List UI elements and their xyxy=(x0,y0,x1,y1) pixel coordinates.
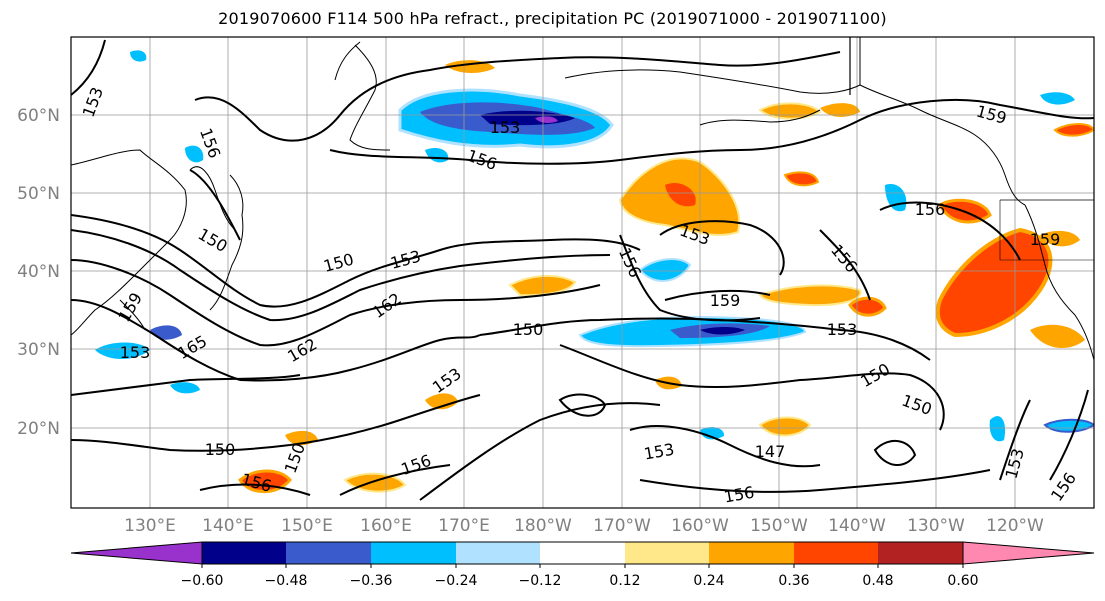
colorbar-segment xyxy=(286,542,371,564)
lat-label: 30°N xyxy=(17,340,60,360)
colorbar-segment xyxy=(625,542,709,564)
colorbar-segment xyxy=(878,542,963,564)
colorbar-tick-label: 0.36 xyxy=(778,573,809,589)
longitude-labels: 130°E 140°E 150°E 160°E 170°E 180°W 170°… xyxy=(124,516,1044,536)
contour-label: 153 xyxy=(490,118,521,137)
lon-label: 130°E xyxy=(124,516,176,536)
lon-label: 160°E xyxy=(360,516,412,536)
colorbar-frame xyxy=(201,541,964,565)
contour-label: 150 xyxy=(205,440,236,459)
colorbar-segment xyxy=(202,542,286,564)
colorbar-tick-label: −0.60 xyxy=(181,573,224,589)
colorbar-segment xyxy=(794,542,878,564)
lat-label: 60°N xyxy=(17,106,60,126)
lon-label: 140°W xyxy=(828,516,886,536)
lon-label: 130°W xyxy=(907,516,965,536)
colorbar-segment xyxy=(456,542,540,564)
colorbar-tick-label: 0.24 xyxy=(693,573,724,589)
contour-label: 159 xyxy=(1030,230,1061,249)
contour-label: 150 xyxy=(513,320,544,339)
lon-label: 120°W xyxy=(986,516,1044,536)
figure-title: 2019070600 F114 500 hPa refract., precip… xyxy=(218,9,887,28)
colorbar-segment xyxy=(709,542,794,564)
lat-label: 40°N xyxy=(17,262,60,282)
lon-label: 150°E xyxy=(281,516,333,536)
contour-label: 156 xyxy=(915,200,946,219)
contour-label: 153 xyxy=(120,343,151,362)
contour-label: 147 xyxy=(755,442,786,461)
colorbar-segment xyxy=(540,542,625,564)
contour-label: 159 xyxy=(710,291,741,310)
colorbar-segment xyxy=(371,542,456,564)
colorbar-tick-label: 0.48 xyxy=(862,573,893,589)
lat-label: 50°N xyxy=(17,184,60,204)
lon-label: 170°E xyxy=(438,516,490,536)
colorbar: −0.60 −0.48 −0.36 −0.24 −0.12 0.12 0.24 … xyxy=(70,541,1095,589)
colorbar-tick-label: 0.12 xyxy=(609,573,640,589)
lon-label: 180°W xyxy=(514,516,572,536)
map-frame xyxy=(70,36,1095,509)
colorbar-extend-high xyxy=(962,541,1095,565)
contour-label: 153 xyxy=(827,320,858,339)
colorbar-tick-label: −0.36 xyxy=(350,573,393,589)
lon-label: 170°W xyxy=(593,516,651,536)
colorbar-tick-label: −0.24 xyxy=(435,573,478,589)
lon-label: 150°W xyxy=(750,516,808,536)
colorbar-tick-label: −0.12 xyxy=(519,573,562,589)
colorbar-extend-low xyxy=(70,541,203,565)
lon-label: 160°W xyxy=(671,516,729,536)
refractivity-contours xyxy=(71,39,1094,501)
lat-label: 20°N xyxy=(17,419,60,439)
latitude-labels: 60°N 50°N 40°N 30°N 20°N xyxy=(17,106,60,439)
colorbar-tick-label: 0.60 xyxy=(947,573,978,589)
colorbar-tick-label: −0.48 xyxy=(265,573,308,589)
lon-label: 140°E xyxy=(202,516,254,536)
